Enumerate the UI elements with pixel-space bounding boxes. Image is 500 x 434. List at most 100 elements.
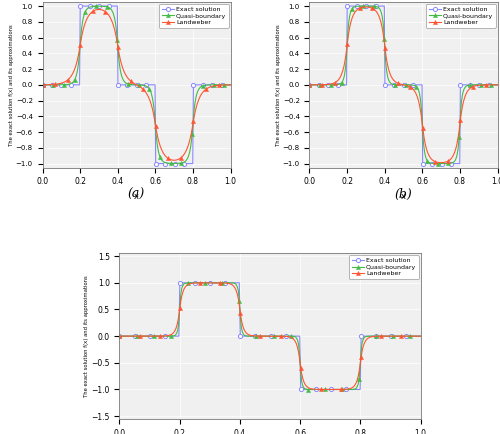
Line: Landweber: Landweber xyxy=(40,7,232,162)
Landweber xyxy=(152,116,158,121)
Exact solution xyxy=(418,82,424,87)
Landweber xyxy=(296,357,302,362)
Quasi-boundary xyxy=(308,387,314,392)
Exact solution xyxy=(418,334,424,339)
Landweber xyxy=(494,82,500,87)
Text: (b): (b) xyxy=(394,188,412,201)
Exact solution xyxy=(116,334,122,339)
Quasi-boundary xyxy=(40,82,46,87)
Landweber xyxy=(466,86,472,92)
Landweber xyxy=(40,82,46,87)
Exact solution xyxy=(302,387,308,392)
Exact solution xyxy=(478,82,484,87)
Exact solution xyxy=(211,82,217,87)
Exact solution xyxy=(296,334,302,339)
Quasi-boundary xyxy=(418,107,424,112)
Quasi-boundary xyxy=(392,334,398,339)
Line: Exact solution: Exact solution xyxy=(308,4,500,166)
Exact solution xyxy=(177,280,183,286)
Landweber xyxy=(96,7,102,12)
Quasi-boundary xyxy=(418,334,424,339)
Landweber xyxy=(211,83,217,89)
Exact solution xyxy=(152,82,158,87)
Text: (a): (a) xyxy=(128,188,145,201)
Quasi-boundary xyxy=(302,386,308,391)
Quasi-boundary xyxy=(306,82,312,87)
Landweber xyxy=(228,82,234,87)
Landweber xyxy=(296,350,302,355)
Exact solution xyxy=(344,3,350,9)
Line: Quasi-boundary: Quasi-boundary xyxy=(118,281,422,391)
Exact solution xyxy=(228,82,234,87)
Line: Landweber: Landweber xyxy=(308,5,500,165)
Quasi-boundary xyxy=(307,82,313,87)
Quasi-boundary xyxy=(419,117,425,122)
Quasi-boundary xyxy=(226,280,232,285)
Exact solution xyxy=(494,82,500,87)
Quasi-boundary xyxy=(96,3,102,9)
Exact solution xyxy=(152,82,158,87)
Landweber xyxy=(306,82,312,87)
Exact solution xyxy=(77,3,83,9)
Landweber xyxy=(372,334,378,339)
Exact solution xyxy=(152,161,158,166)
Quasi-boundary xyxy=(478,82,484,87)
Exact solution xyxy=(307,82,313,87)
Legend: Exact solution, Quasi-boundary, Landweber: Exact solution, Quasi-boundary, Landwebe… xyxy=(426,4,496,28)
Exact solution xyxy=(466,82,472,87)
Quasi-boundary xyxy=(199,83,205,89)
Quasi-boundary xyxy=(152,111,158,116)
Quasi-boundary xyxy=(364,3,370,9)
Landweber xyxy=(438,160,444,165)
Exact solution xyxy=(372,334,378,339)
Quasi-boundary xyxy=(40,82,46,87)
Quasi-boundary xyxy=(422,153,428,158)
Y-axis label: The exact solution f(x) and its approximations: The exact solution f(x) and its approxim… xyxy=(276,24,280,146)
Y-axis label: The exact solution f(x) and its approximations: The exact solution f(x) and its approxim… xyxy=(8,24,14,146)
Landweber xyxy=(152,120,158,125)
Quasi-boundary xyxy=(155,148,161,153)
Quasi-boundary xyxy=(372,334,378,339)
X-axis label: x: x xyxy=(134,192,139,201)
Quasi-boundary xyxy=(296,342,302,348)
Exact solution xyxy=(423,161,429,166)
Landweber xyxy=(302,381,308,386)
Exact solution xyxy=(40,82,46,87)
Legend: Exact solution, Quasi-boundary, Landweber: Exact solution, Quasi-boundary, Landwebe… xyxy=(159,4,228,28)
Quasi-boundary xyxy=(152,118,158,123)
Landweber xyxy=(326,387,332,392)
Landweber xyxy=(478,82,484,88)
Line: Quasi-boundary: Quasi-boundary xyxy=(308,4,500,166)
Exact solution xyxy=(40,82,46,87)
Landweber xyxy=(422,141,428,146)
Quasi-boundary xyxy=(296,354,302,359)
Landweber xyxy=(208,280,214,286)
Y-axis label: The exact solution f(x) and its approximations: The exact solution f(x) and its approxim… xyxy=(84,275,89,397)
Exact solution xyxy=(199,82,205,87)
Exact solution xyxy=(118,334,124,339)
Landweber xyxy=(155,137,161,142)
Exact solution xyxy=(392,334,398,339)
Exact solution xyxy=(420,161,426,166)
Exact solution xyxy=(298,387,304,392)
Landweber xyxy=(171,158,177,163)
Landweber xyxy=(307,82,313,87)
Exact solution xyxy=(296,334,302,339)
Quasi-boundary xyxy=(118,334,124,339)
Landweber xyxy=(199,90,205,95)
Legend: Exact solution, Quasi-boundary, Landweber: Exact solution, Quasi-boundary, Landwebe… xyxy=(349,255,418,279)
Quasi-boundary xyxy=(228,82,234,87)
Landweber xyxy=(118,334,124,339)
Quasi-boundary xyxy=(211,82,217,88)
Line: Landweber: Landweber xyxy=(118,281,422,391)
X-axis label: x: x xyxy=(401,192,406,201)
Line: Exact solution: Exact solution xyxy=(40,4,232,166)
Line: Quasi-boundary: Quasi-boundary xyxy=(40,4,232,166)
Exact solution xyxy=(419,82,425,87)
Exact solution xyxy=(306,82,312,87)
Landweber xyxy=(40,82,46,87)
Landweber xyxy=(363,4,369,10)
Landweber xyxy=(419,119,425,125)
Landweber xyxy=(418,114,424,119)
Line: Exact solution: Exact solution xyxy=(118,281,422,391)
